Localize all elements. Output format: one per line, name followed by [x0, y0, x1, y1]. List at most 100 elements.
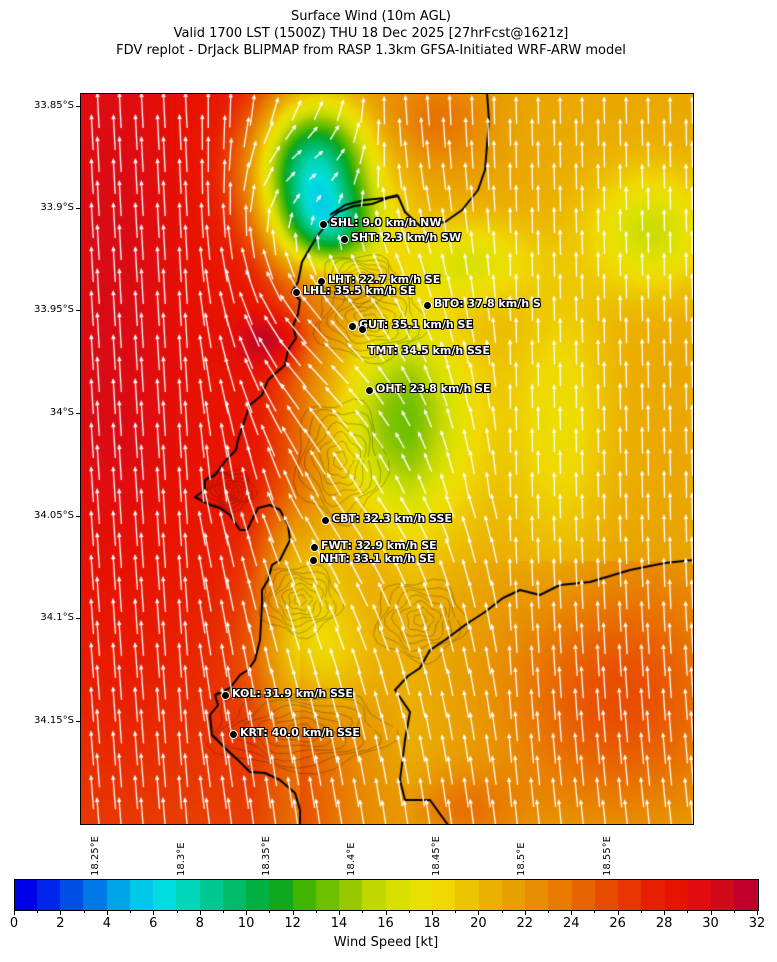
- colorbar-tick-label: 30: [702, 916, 719, 931]
- station-label-tmt: TMT: 34.5 km/h SSE: [368, 344, 490, 357]
- station-label-shl: SHL: 9.0 km/h NW: [330, 216, 442, 229]
- station-marker-lht: [317, 277, 326, 286]
- station-marker-gut: [348, 322, 357, 331]
- lon-tick-label: 18.55°E: [602, 836, 613, 876]
- colorbar-tick-label: 22: [516, 916, 534, 931]
- station-marker-oht: [365, 386, 374, 395]
- station-marker-kol: [221, 691, 230, 700]
- colorbar-tick-label: 12: [284, 916, 301, 931]
- station-label-kol: KOL: 31.9 km/h SSE: [232, 687, 353, 700]
- lat-tick-label: 33.95°S: [34, 304, 74, 315]
- lon-tick: 18.45°E: [431, 828, 445, 876]
- station-label-krt: KRT: 40.0 km/h SSE: [240, 726, 360, 739]
- station-label-nht: NHT: 33.1 km/h SE: [320, 552, 435, 565]
- lon-tick: 18.5°E: [516, 828, 530, 876]
- colorbar-tick-label: 32: [748, 916, 766, 931]
- colorbar-tick-label: 2: [56, 916, 65, 931]
- colorbar-tick-mark: [757, 910, 758, 915]
- title-line-2: Valid 1700 LST (1500Z) THU 18 Dec 2025 […: [173, 26, 569, 41]
- colorbar-tick-mark: [524, 910, 526, 915]
- colorbar-tick-mark: [60, 910, 62, 915]
- colorbar-tick-mark: [594, 910, 596, 913]
- station-label-lhl: LHL: 35.5 km/h SE: [303, 284, 416, 297]
- lat-tick-mark: [76, 618, 80, 619]
- lon-tick: 18.4°E: [346, 828, 360, 876]
- colorbar-tick-mark: [617, 910, 619, 915]
- colorbar-title: Wind Speed [kt]: [333, 935, 439, 950]
- colorbar-tick-mark: [292, 910, 294, 915]
- colorbar-tick-label: 28: [655, 916, 673, 931]
- colorbar-tick-label: 26: [609, 916, 626, 931]
- lon-tick-label: 18.45°E: [431, 836, 442, 876]
- station-label-fwt: FWT: 32.9 km/h SE: [321, 539, 437, 552]
- lat-tick-mark: [76, 310, 80, 311]
- colorbar-tick-mark: [199, 910, 201, 915]
- colorbar-tick-label: 14: [330, 916, 348, 931]
- lon-tick: 18.25°E: [90, 828, 104, 876]
- colorbar-tick-mark: [478, 910, 480, 915]
- colorbar-tick-label: 10: [237, 916, 255, 931]
- station-marker-bto: [423, 301, 432, 310]
- station-marker-nht: [309, 556, 318, 565]
- lon-tick-label: 18.4°E: [346, 842, 357, 876]
- station-marker-fwt: [310, 543, 319, 552]
- colorbar-tick-label: 20: [470, 916, 487, 931]
- colorbar-tick-mark: [548, 910, 550, 913]
- lon-tick: 18.3°E: [176, 828, 190, 876]
- chart-title: Surface Wind (10m AGL) Valid 1700 LST (1…: [0, 8, 742, 59]
- colorbar-tick-mark: [176, 910, 178, 913]
- lat-tick-mark: [76, 516, 80, 517]
- colorbar-tick-mark: [733, 910, 735, 913]
- colorbar-tick-label: 0: [9, 916, 19, 931]
- colorbar-tick-mark: [710, 910, 712, 915]
- colorbar-tick-mark: [431, 910, 433, 915]
- lat-tick-mark: [76, 721, 80, 722]
- colorbar-tick-label: 24: [562, 916, 580, 931]
- station-marker-cbt: [321, 516, 330, 525]
- colorbar-tick-mark: [571, 910, 573, 915]
- colorbar-tick-mark: [153, 910, 155, 915]
- lat-tick-mark: [76, 208, 80, 209]
- colorbar-tick-mark: [408, 910, 410, 913]
- colorbar-tick-mark: [385, 910, 387, 915]
- lon-tick-label: 18.25°E: [90, 836, 101, 876]
- colorbar-tick-label: 6: [149, 916, 158, 931]
- lat-tick-label: 34.05°S: [34, 510, 74, 521]
- colorbar-tick-mark: [106, 910, 108, 915]
- colorbar-tick-mark: [315, 910, 317, 913]
- title-line-1: Surface Wind (10m AGL): [291, 9, 451, 24]
- lat-tick-mark: [76, 413, 80, 414]
- colorbar-tick-mark: [362, 910, 364, 913]
- station-marker-shl: [319, 220, 328, 229]
- station-marker-tmt: [358, 325, 367, 334]
- lat-tick-label: 34°S: [49, 407, 74, 418]
- lon-tick: 18.55°E: [602, 828, 616, 876]
- lat-tick-label: 33.85°S: [34, 100, 74, 111]
- colorbar-tick-label: 8: [195, 916, 204, 931]
- lon-tick: 18.35°E: [261, 828, 275, 876]
- colorbar-tick-mark: [269, 910, 271, 913]
- station-marker-krt: [229, 730, 238, 739]
- lat-tick-label: 33.9°S: [40, 202, 74, 213]
- colorbar-tick-label: 16: [377, 916, 394, 931]
- lat-tick-label: 34.15°S: [34, 715, 74, 726]
- colorbar-tick-mark: [83, 910, 85, 913]
- colorbar-tick-mark: [455, 910, 457, 913]
- station-label-cbt: CBT: 32.3 km/h SSE: [332, 512, 452, 525]
- colorbar-tick-label: 4: [102, 916, 112, 931]
- colorbar-tick-label: 18: [423, 916, 441, 931]
- lat-tick-mark: [76, 106, 80, 107]
- station-label-oht: OHT: 23.8 km/h SE: [376, 382, 491, 395]
- colorbar-tick-mark: [14, 910, 15, 915]
- lat-tick-label: 34.1°S: [40, 612, 74, 623]
- colorbar-tick-mark: [640, 910, 642, 913]
- colorbar-tick-mark: [222, 910, 224, 913]
- colorbar-tick-mark: [37, 910, 39, 913]
- lon-tick-label: 18.35°E: [261, 836, 272, 876]
- colorbar-tick-mark: [664, 910, 666, 915]
- colorbar-tick-mark: [339, 910, 341, 915]
- colorbar-tick-mark: [246, 910, 248, 915]
- station-marker-sht: [340, 235, 349, 244]
- colorbar-tick-mark: [130, 910, 132, 913]
- station-label-gut: GUT: 35.1 km/h SE: [359, 318, 473, 331]
